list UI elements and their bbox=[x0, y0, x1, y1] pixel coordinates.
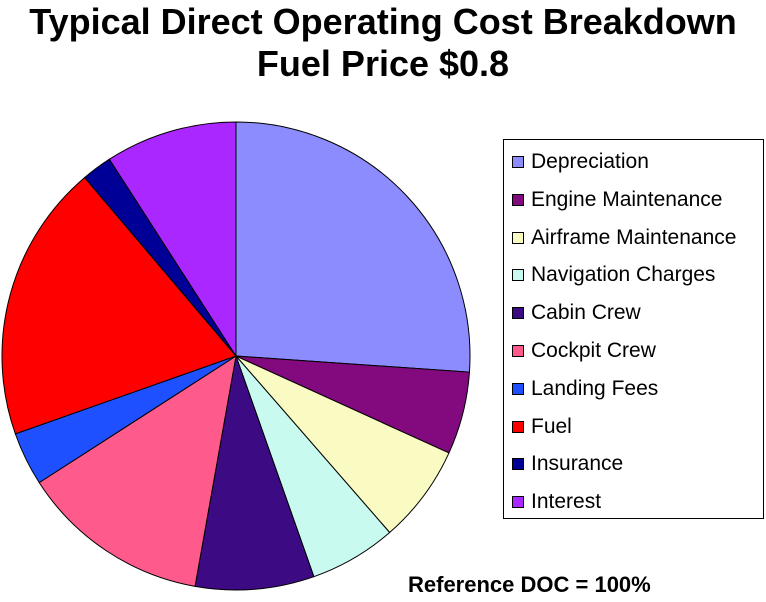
legend-label: Landing Fees bbox=[531, 376, 659, 400]
legend-item: Depreciation bbox=[512, 148, 649, 176]
pie-slice-fuel bbox=[1, 176, 237, 435]
legend-item: Interest bbox=[512, 488, 601, 516]
legend-label: Engine Maintenance bbox=[531, 187, 723, 211]
pie-slice-depreciation bbox=[235, 121, 471, 373]
legend-item: Landing Fees bbox=[512, 375, 658, 403]
legend-swatch bbox=[512, 382, 524, 395]
legend-label: Cockpit Crew bbox=[531, 339, 656, 362]
legend-item: Airframe Maintenance bbox=[512, 224, 736, 252]
pie-slice-cockpit-crew bbox=[38, 354, 237, 587]
legend-label: Fuel bbox=[531, 414, 572, 438]
pie-slice-cabin-crew bbox=[194, 354, 315, 591]
legend-swatch bbox=[512, 269, 524, 282]
legend-label: Navigation Charges bbox=[531, 263, 716, 287]
legend-label: Depreciation bbox=[531, 150, 649, 173]
legend: Depreciation Engine Maintenance Airframe M… bbox=[503, 139, 764, 519]
legend-label: Airframe Maintenance bbox=[531, 225, 737, 249]
legend-swatch bbox=[512, 420, 524, 433]
pie-chart bbox=[1, 121, 471, 591]
legend-swatch bbox=[512, 307, 524, 320]
legend-label: Cabin Crew bbox=[531, 301, 641, 325]
legend-swatch bbox=[512, 193, 524, 206]
legend-swatch bbox=[512, 458, 524, 471]
pie-slice-interest bbox=[108, 121, 237, 358]
legend-item: Insurance bbox=[512, 450, 623, 478]
legend-label: Interest bbox=[531, 490, 602, 514]
legend-item: Cockpit Crew bbox=[512, 337, 656, 365]
legend-swatch bbox=[512, 496, 524, 509]
legend-swatch bbox=[512, 156, 524, 168]
chart-subtitle: Fuel Price $0.8 bbox=[256, 43, 510, 84]
legend-item: Cabin Crew bbox=[512, 299, 641, 327]
legend-item: Engine Maintenance bbox=[512, 186, 722, 214]
reference-note: Reference DOC = 100% bbox=[408, 572, 651, 597]
chart-title: Typical Direct Operating Cost Breakdown bbox=[29, 1, 737, 42]
legend-swatch bbox=[512, 345, 524, 357]
legend-item: Navigation Charges bbox=[512, 261, 715, 289]
legend-label: Insurance bbox=[531, 452, 624, 476]
legend-item: Fuel bbox=[512, 413, 572, 441]
legend-swatch bbox=[512, 231, 524, 244]
